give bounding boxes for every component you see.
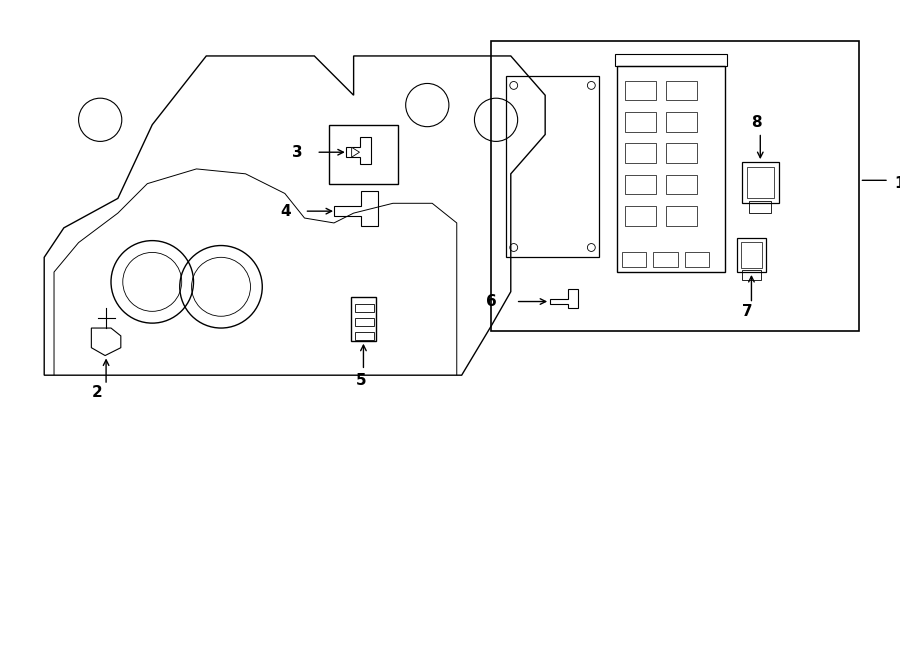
Text: 1: 1 bbox=[894, 176, 900, 191]
Bar bbox=[622, 253, 646, 267]
Bar bbox=[741, 242, 762, 268]
Text: 6: 6 bbox=[486, 294, 497, 309]
Bar bbox=[737, 238, 766, 272]
Bar bbox=[742, 162, 778, 204]
Text: 3: 3 bbox=[292, 145, 302, 160]
Bar bbox=[355, 332, 374, 340]
Bar bbox=[685, 253, 709, 267]
Bar bbox=[666, 175, 698, 194]
Text: 8: 8 bbox=[752, 114, 762, 130]
Bar bbox=[615, 54, 727, 66]
Bar bbox=[625, 112, 656, 132]
Bar bbox=[742, 270, 761, 280]
Bar bbox=[666, 206, 698, 226]
Text: 4: 4 bbox=[280, 204, 291, 219]
Text: 7: 7 bbox=[742, 304, 752, 319]
Bar bbox=[666, 112, 698, 132]
Bar bbox=[491, 41, 860, 331]
Bar bbox=[625, 175, 656, 194]
Text: 2: 2 bbox=[92, 385, 102, 400]
Bar bbox=[616, 66, 724, 272]
Bar bbox=[506, 75, 599, 257]
Bar bbox=[746, 167, 774, 198]
Polygon shape bbox=[352, 147, 359, 157]
Bar bbox=[625, 143, 656, 163]
Bar bbox=[653, 253, 678, 267]
Bar bbox=[666, 81, 698, 100]
Bar bbox=[625, 206, 656, 226]
Text: 5: 5 bbox=[356, 373, 366, 388]
Bar bbox=[355, 318, 374, 326]
Bar bbox=[666, 143, 698, 163]
Bar bbox=[750, 202, 771, 213]
Bar bbox=[625, 81, 656, 100]
Bar bbox=[355, 305, 374, 313]
